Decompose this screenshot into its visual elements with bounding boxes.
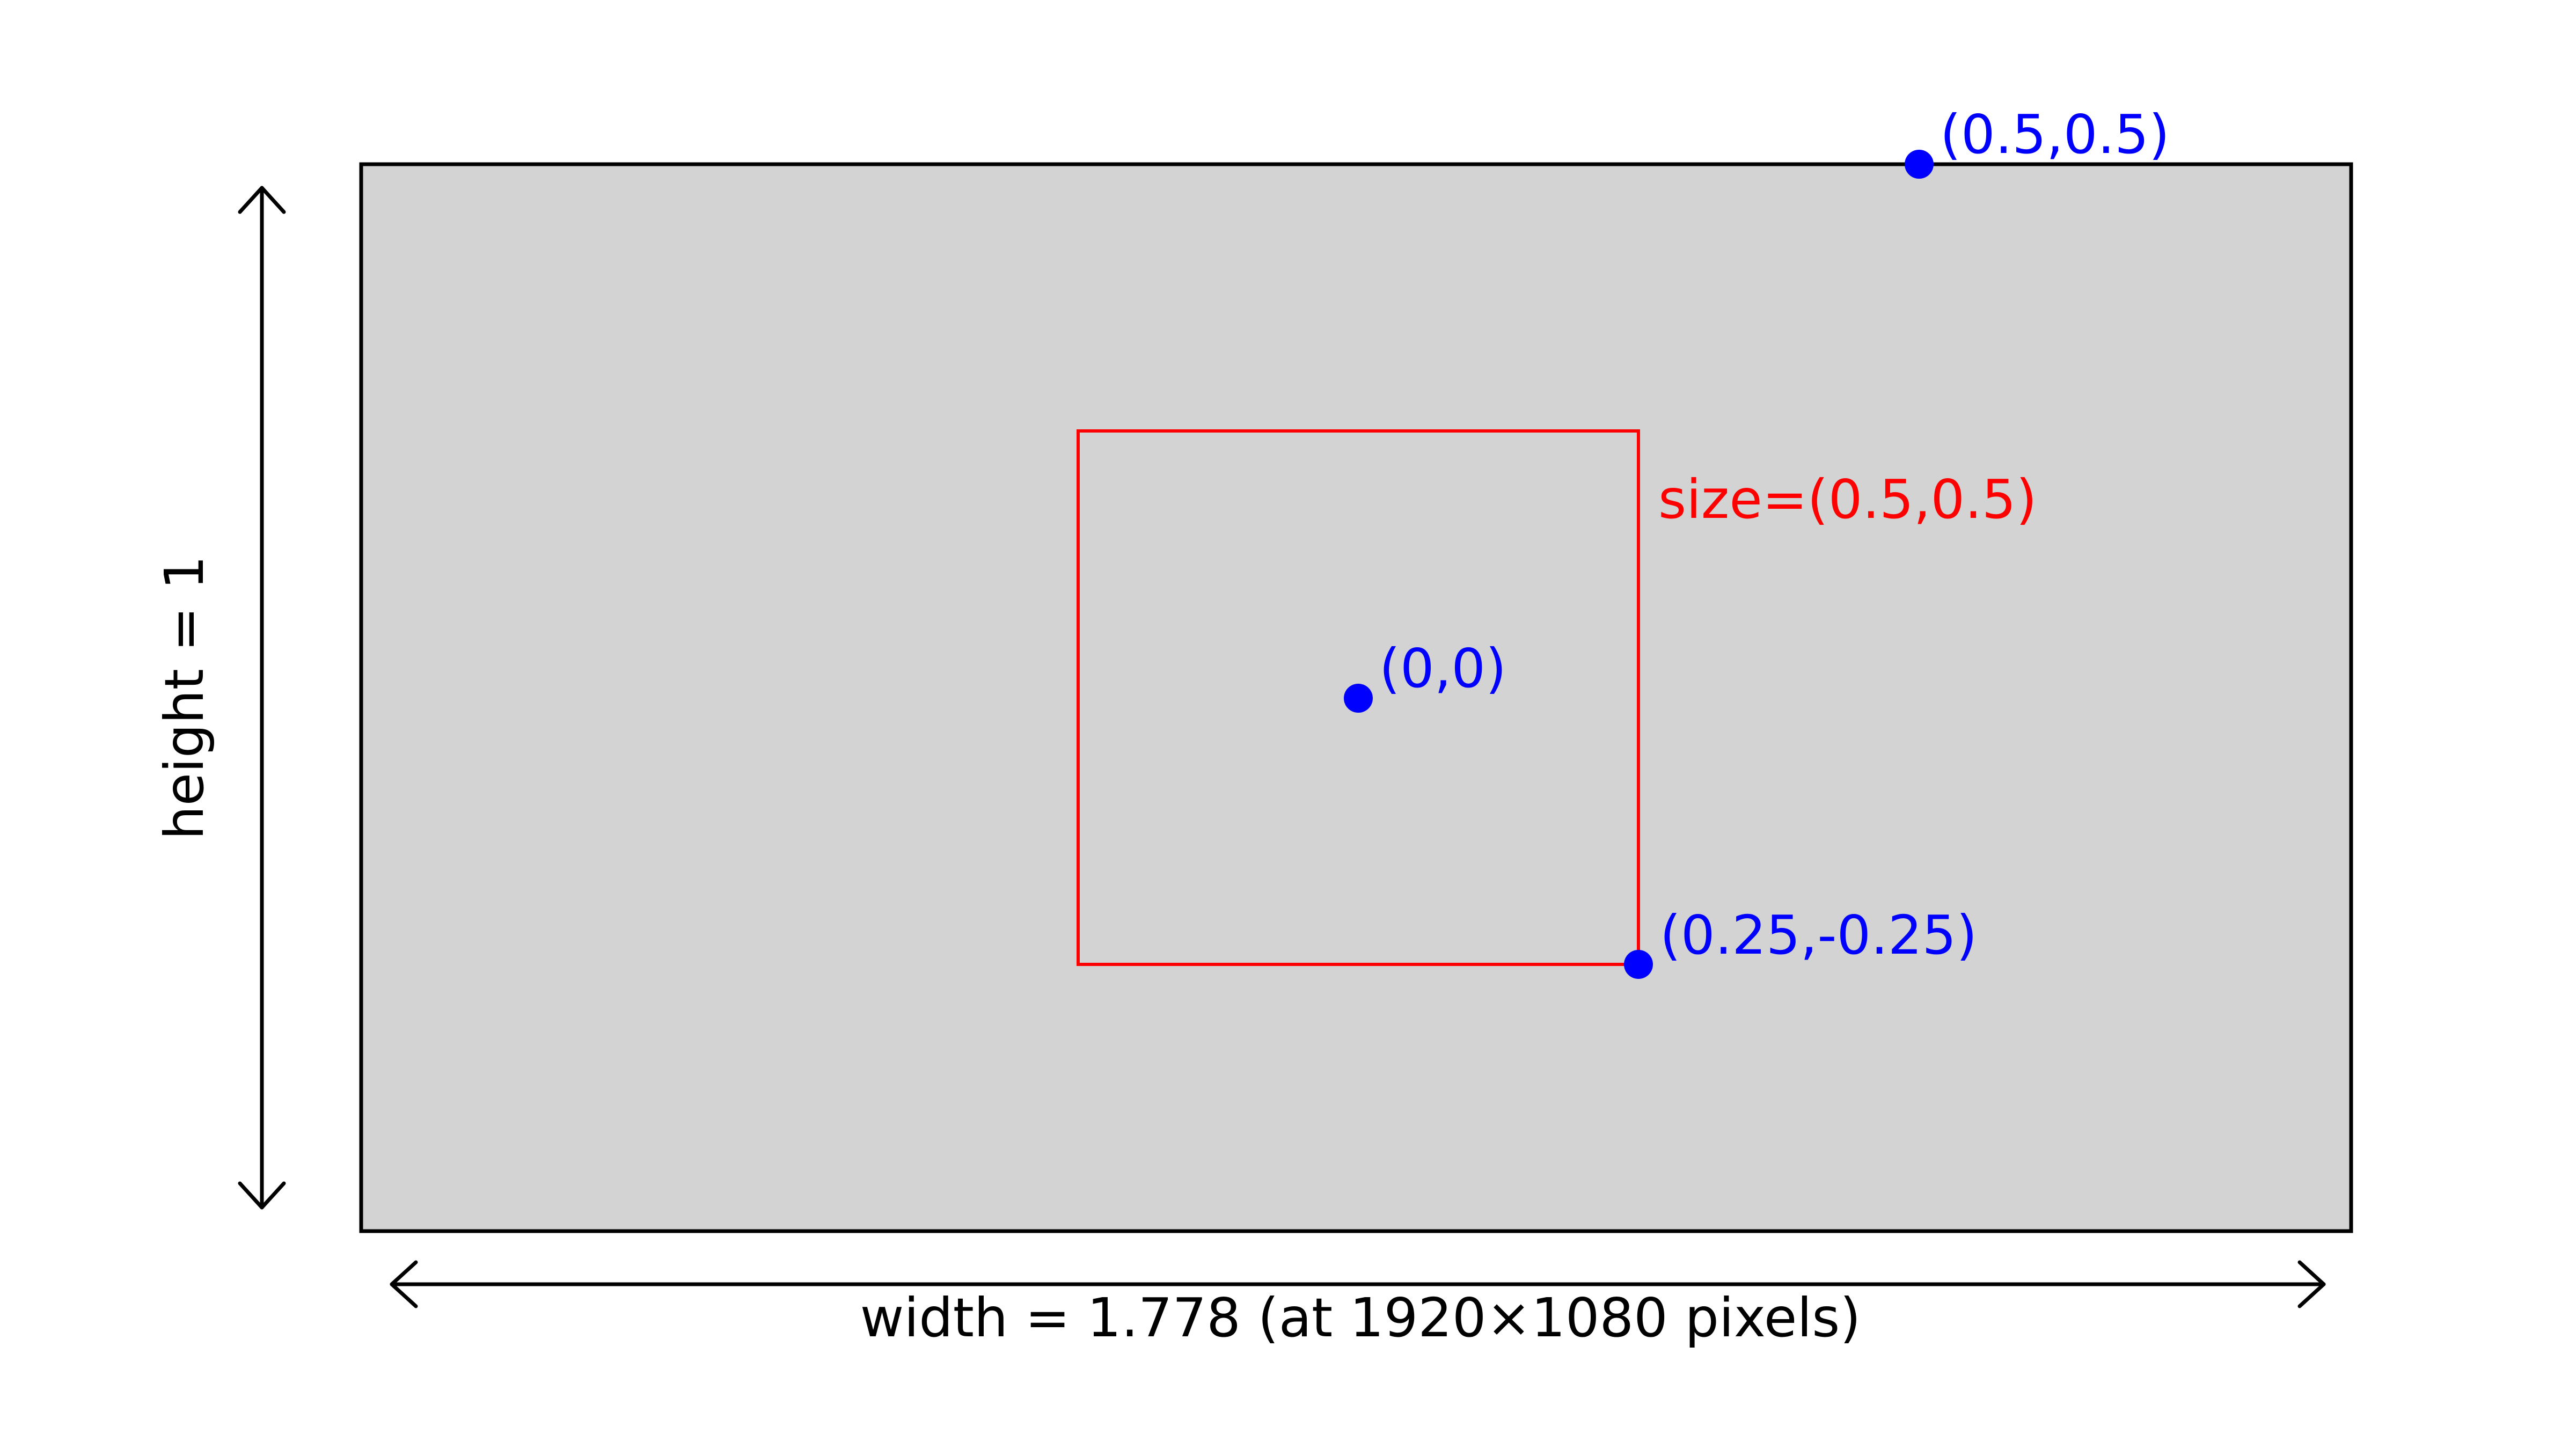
center-point-label: (0,0) [1379, 637, 1506, 700]
size-label: size=(0.5,0.5) [1658, 468, 2037, 531]
corner-point-label: (0.25,-0.25) [1660, 904, 1977, 967]
top-edge-point [1905, 150, 1934, 179]
top-edge-point-label: (0.5,0.5) [1940, 103, 2170, 166]
center-point [1344, 684, 1373, 713]
height-label: height = 1 [153, 555, 216, 840]
corner-point [1624, 950, 1653, 979]
size-box [1077, 429, 1640, 966]
width-label: width = 1.778 (at 1920×1080 pixels) [860, 1286, 1861, 1349]
width-arrow [390, 1260, 2326, 1308]
height-arrow [238, 186, 286, 1210]
